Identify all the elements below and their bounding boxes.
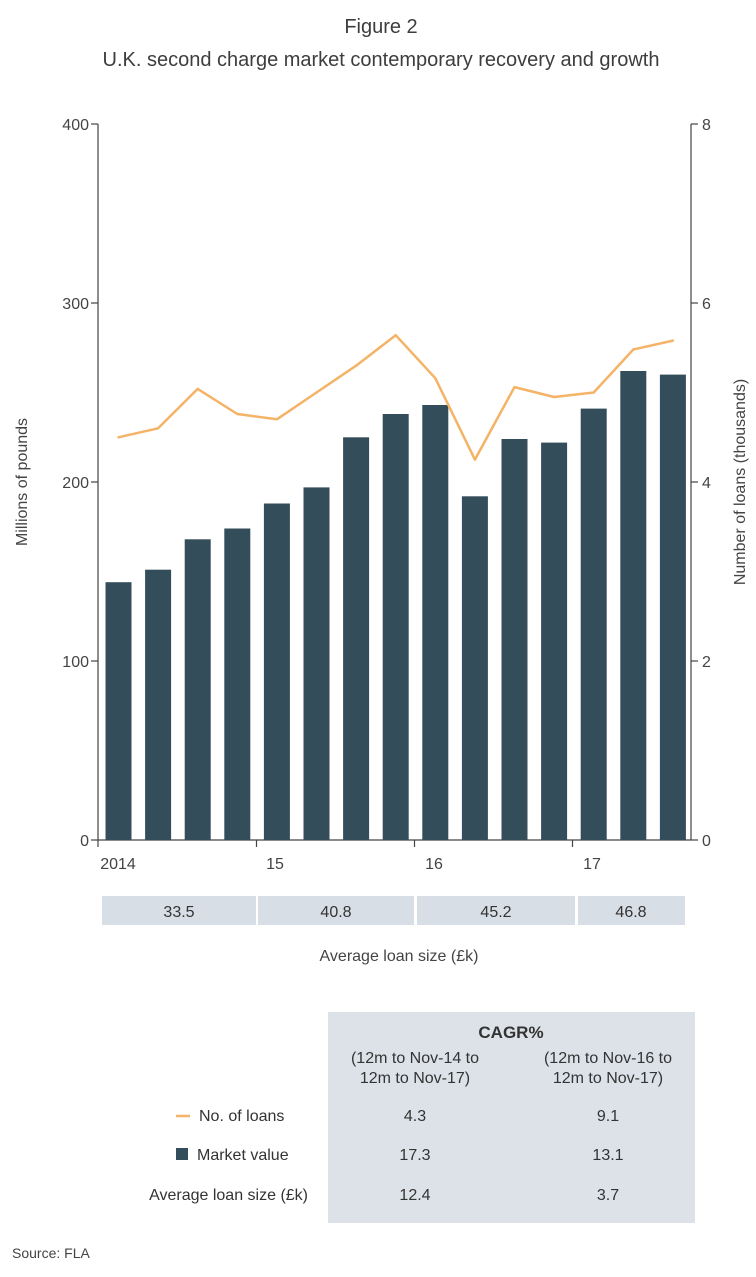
avg-loan-value: 45.2 bbox=[480, 904, 511, 921]
left-tick-label: 300 bbox=[62, 296, 89, 313]
loans-line-point bbox=[513, 385, 516, 389]
avg-loan-value: 40.8 bbox=[320, 904, 351, 921]
loans-line-point bbox=[671, 339, 675, 342]
loans-line-point bbox=[552, 395, 556, 399]
market-value-bar bbox=[580, 408, 607, 840]
loans-line-point bbox=[394, 334, 397, 337]
left-axis bbox=[91, 123, 99, 841]
market-value-bar bbox=[422, 405, 449, 840]
right-axis bbox=[690, 123, 698, 841]
x-tick-label: 17 bbox=[583, 856, 601, 873]
cagr-value: 3.7 bbox=[597, 1187, 619, 1204]
left-tick-label: 100 bbox=[62, 654, 89, 671]
market-value-bar bbox=[541, 442, 568, 840]
market-value-bar bbox=[343, 437, 370, 841]
market-value-bars bbox=[105, 371, 686, 841]
avg-loan-value: 46.8 bbox=[615, 904, 646, 921]
loans-line-point bbox=[434, 377, 437, 380]
figure-title: U.K. second charge market contemporary r… bbox=[103, 49, 660, 71]
cagr-col1-header: (12m to Nov-14 to bbox=[351, 1050, 479, 1067]
market-value-bar bbox=[263, 503, 290, 840]
cagr-row-label: Average loan size (£k) bbox=[149, 1187, 308, 1204]
market-value-bar bbox=[501, 439, 528, 840]
x-tick-label: 16 bbox=[425, 856, 443, 873]
avg-loan-cell bbox=[102, 896, 256, 925]
right-tick-label: 2 bbox=[702, 654, 711, 671]
right-tick-label: 6 bbox=[702, 296, 711, 313]
market-value-bar bbox=[145, 569, 172, 840]
market-value-bar bbox=[105, 582, 132, 840]
cagr-value: 9.1 bbox=[597, 1108, 619, 1125]
cagr-row-label: Market value bbox=[197, 1147, 289, 1164]
market-value-bar bbox=[184, 539, 211, 840]
loans-line-series bbox=[117, 333, 675, 461]
left-tick-label: 200 bbox=[62, 475, 89, 492]
market-value-bar bbox=[461, 496, 488, 840]
cagr-value: 12.4 bbox=[399, 1187, 430, 1204]
market-value-bar bbox=[659, 374, 686, 840]
cagr-value: 13.1 bbox=[592, 1147, 623, 1164]
cagr-value: 17.3 bbox=[399, 1147, 430, 1164]
cagr-table: CAGR% (12m to Nov-14 to 12m to Nov-17) (… bbox=[149, 1012, 695, 1223]
avg-loan-band-label: Average loan size (£k) bbox=[320, 948, 479, 965]
cagr-col2-header: (12m to Nov-16 to bbox=[544, 1050, 672, 1067]
x-axis bbox=[97, 839, 691, 847]
loans-line-point bbox=[592, 391, 595, 394]
right-axis-title: Number of loans (thousands) bbox=[732, 379, 749, 585]
market-value-bar bbox=[224, 528, 251, 840]
cagr-col1-header: 12m to Nov-17) bbox=[360, 1070, 470, 1087]
loans-line-point bbox=[196, 387, 199, 391]
loans-line-point bbox=[632, 348, 635, 351]
left-tick-label: 400 bbox=[62, 117, 89, 134]
x-tick-label: 15 bbox=[266, 856, 284, 873]
cagr-value: 4.3 bbox=[404, 1108, 426, 1125]
figure-label: Figure 2 bbox=[344, 16, 417, 38]
left-tick-label: 0 bbox=[80, 833, 89, 850]
cagr-col2-header: 12m to Nov-17) bbox=[553, 1070, 663, 1087]
x-tick-label: 2014 bbox=[100, 856, 136, 873]
left-axis-title: Millions of pounds bbox=[14, 418, 31, 546]
right-tick-label: 4 bbox=[702, 475, 711, 492]
loans-line-point bbox=[473, 458, 477, 461]
cagr-row-label: No. of loans bbox=[199, 1108, 284, 1125]
loans-line-point bbox=[275, 418, 279, 421]
market-value-bar bbox=[620, 371, 647, 840]
avg-loan-cell bbox=[258, 896, 414, 925]
avg-loan-value: 33.5 bbox=[163, 904, 194, 921]
market-value-legend-swatch bbox=[176, 1148, 188, 1160]
loans-line-point bbox=[117, 436, 120, 439]
avg-loan-band: 33.5 40.8 45.2 46.8 bbox=[102, 896, 685, 925]
source-note: Source: FLA bbox=[12, 1245, 90, 1261]
market-value-bar bbox=[303, 487, 330, 840]
right-tick-label: 0 bbox=[702, 833, 711, 850]
avg-loan-cell bbox=[578, 896, 685, 925]
loans-line-point bbox=[156, 427, 160, 430]
avg-loan-cell bbox=[417, 896, 575, 925]
market-value-bar bbox=[382, 414, 409, 840]
cagr-header: CAGR% bbox=[478, 1023, 543, 1042]
cagr-table-background bbox=[328, 1012, 695, 1223]
loans-line-point bbox=[315, 391, 318, 394]
loans-line-point bbox=[354, 364, 358, 367]
loans-line-point bbox=[236, 412, 239, 416]
right-tick-label: 8 bbox=[702, 117, 711, 134]
